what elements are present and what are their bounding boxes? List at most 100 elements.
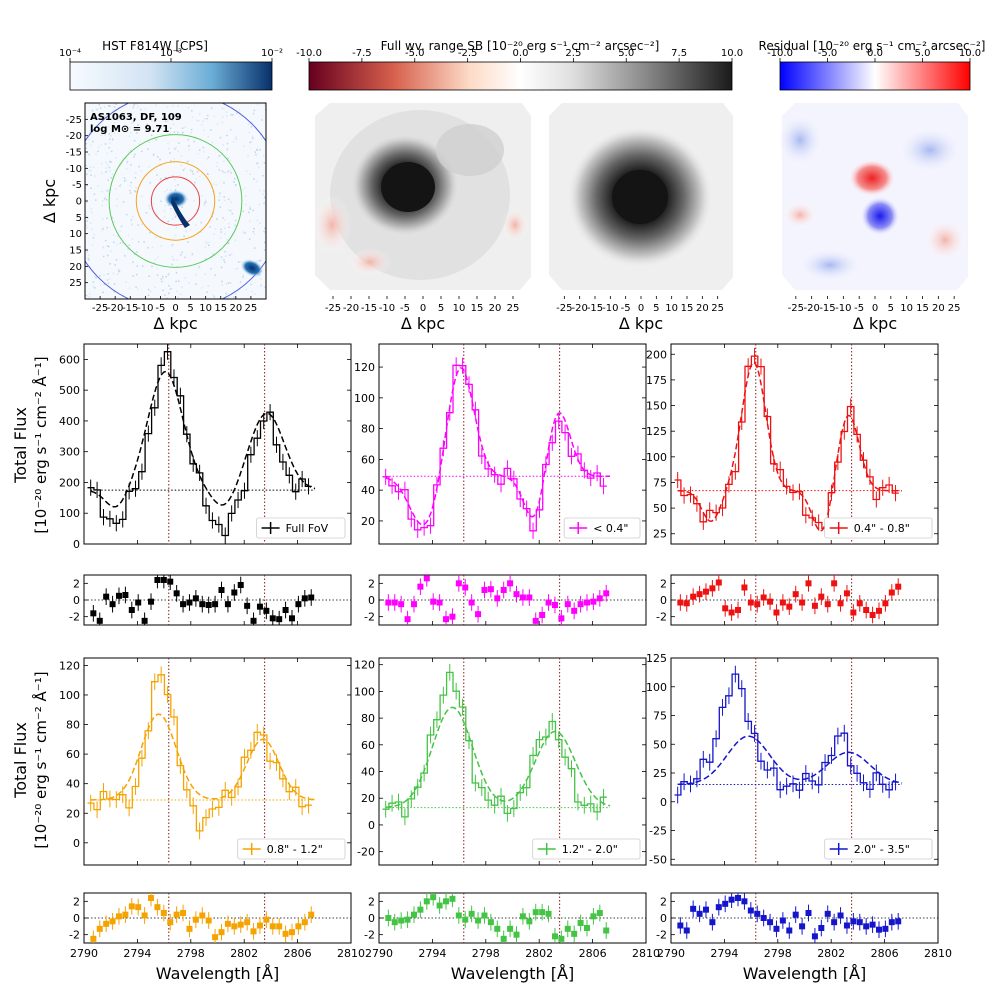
hst-noise-pixel bbox=[262, 174, 264, 177]
hst-noise-pixel bbox=[253, 109, 256, 112]
residual-point bbox=[850, 918, 857, 925]
hst-noise-pixel bbox=[259, 149, 261, 151]
legend-label: 0.4" - 0.8" bbox=[854, 522, 910, 535]
hst-noise-pixel bbox=[160, 278, 162, 280]
hst-noise-pixel bbox=[116, 198, 118, 201]
residual-y-tick-label: 0 bbox=[73, 912, 80, 925]
residual-point bbox=[792, 591, 799, 598]
hst-noise-pixel bbox=[172, 116, 174, 118]
hst-noise-pixel bbox=[220, 228, 222, 230]
hst-noise-pixel bbox=[131, 215, 134, 218]
hst-noise-pixel bbox=[162, 289, 164, 292]
sb-red-patch-right bbox=[501, 207, 529, 243]
hst-noise-pixel bbox=[140, 115, 143, 118]
hst-noise-pixel bbox=[197, 267, 200, 269]
hst-noise-pixel bbox=[211, 141, 214, 144]
legend-box bbox=[824, 517, 933, 539]
hst-noise-pixel bbox=[152, 203, 155, 205]
hst-noise-pixel bbox=[108, 105, 110, 107]
x-tick-label: 10 bbox=[900, 303, 913, 314]
legend: 0.4" - 0.8" bbox=[824, 517, 933, 539]
residual-point bbox=[818, 925, 825, 931]
residual-point bbox=[167, 919, 174, 926]
y-tick-label: 0 bbox=[73, 538, 80, 551]
hst-noise-pixel bbox=[242, 274, 244, 276]
hst-noise-pixel bbox=[88, 153, 90, 156]
hst-noise-pixel bbox=[108, 132, 111, 135]
residual-point bbox=[850, 609, 857, 616]
hst-noise-pixel bbox=[227, 198, 230, 201]
residual-point bbox=[282, 930, 289, 937]
residual-point bbox=[410, 601, 417, 608]
y-tick-label: 150 bbox=[646, 400, 667, 413]
hst-noise-pixel bbox=[229, 159, 231, 162]
x-tick-label: -5 bbox=[621, 303, 631, 314]
hst-noise-pixel bbox=[115, 259, 118, 261]
hst-noise-pixel bbox=[102, 227, 104, 230]
residual-point bbox=[513, 591, 520, 598]
residual-point bbox=[385, 599, 392, 606]
hst-noise-pixel bbox=[229, 209, 232, 212]
hst-noise-pixel bbox=[253, 178, 255, 180]
hst-noise-pixel bbox=[249, 220, 251, 222]
residual-point bbox=[494, 595, 501, 602]
residual-point bbox=[205, 602, 212, 608]
residual-point bbox=[276, 923, 283, 930]
residual-point bbox=[295, 923, 302, 930]
y-tick-label: 175 bbox=[646, 374, 667, 387]
hst-noise-pixel bbox=[242, 276, 244, 278]
residual-point bbox=[824, 601, 831, 608]
colorbar-residual-title: Residual [10⁻²⁰ erg s⁻¹ cm⁻² arcsec⁻²] bbox=[759, 39, 986, 53]
hst-noise-pixel bbox=[223, 259, 225, 261]
hst-noise-pixel bbox=[180, 164, 183, 167]
y-tick-label: 400 bbox=[59, 415, 80, 428]
hst-noise-pixel bbox=[173, 115, 175, 118]
hst-noise-pixel bbox=[126, 162, 128, 164]
aperture-circle bbox=[108, 134, 243, 268]
residual-point bbox=[468, 910, 475, 917]
residual-point bbox=[545, 599, 552, 606]
x-tick-label: 5 bbox=[187, 303, 193, 314]
residual-point bbox=[237, 921, 244, 928]
hst-noise-pixel bbox=[208, 241, 210, 244]
residual-point bbox=[135, 904, 142, 911]
hst-noise-pixel bbox=[244, 187, 246, 189]
residual-point bbox=[269, 615, 276, 622]
residual-point bbox=[154, 577, 161, 583]
hst-noise-pixel bbox=[196, 208, 198, 211]
hst-noise-pixel bbox=[134, 176, 137, 179]
residual-point bbox=[683, 600, 690, 607]
hst-noise-pixel bbox=[119, 183, 122, 186]
hst-noise-pixel bbox=[184, 167, 186, 170]
hst-noise-pixel bbox=[225, 292, 227, 295]
x-tick-label: 2802 bbox=[525, 947, 553, 960]
sb-red-patch-left bbox=[312, 195, 352, 255]
hst-noise-pixel bbox=[112, 234, 115, 236]
hst-noise-pixel bbox=[221, 107, 224, 110]
hst-noise-pixel bbox=[212, 183, 215, 185]
hst-noise-pixel bbox=[96, 108, 98, 111]
hst-noise-pixel bbox=[252, 231, 255, 233]
residual-point bbox=[109, 601, 116, 608]
residual-point bbox=[173, 911, 180, 918]
residual-point bbox=[696, 591, 703, 598]
residual-point bbox=[760, 915, 767, 921]
hst-noise-pixel bbox=[222, 217, 224, 219]
legend-label: Full FoV bbox=[286, 522, 329, 535]
residual-point bbox=[288, 929, 295, 936]
x-tick-label: -10 bbox=[602, 303, 618, 314]
hst-noise-pixel bbox=[197, 119, 200, 122]
residual-y-tick-label: 0 bbox=[660, 912, 667, 925]
residual-point bbox=[551, 602, 558, 608]
hst-noise-pixel bbox=[213, 115, 216, 117]
hst-noise-pixel bbox=[218, 169, 221, 171]
residual-point bbox=[443, 616, 450, 623]
hst-noise-pixel bbox=[99, 284, 101, 287]
hst-noise-pixel bbox=[168, 148, 170, 150]
hst-noise-pixel bbox=[181, 131, 184, 133]
hst-noise-pixel bbox=[100, 134, 102, 137]
residual-point bbox=[773, 609, 780, 616]
hst-noise-pixel bbox=[132, 121, 134, 124]
hst-noise-pixel bbox=[191, 254, 193, 256]
